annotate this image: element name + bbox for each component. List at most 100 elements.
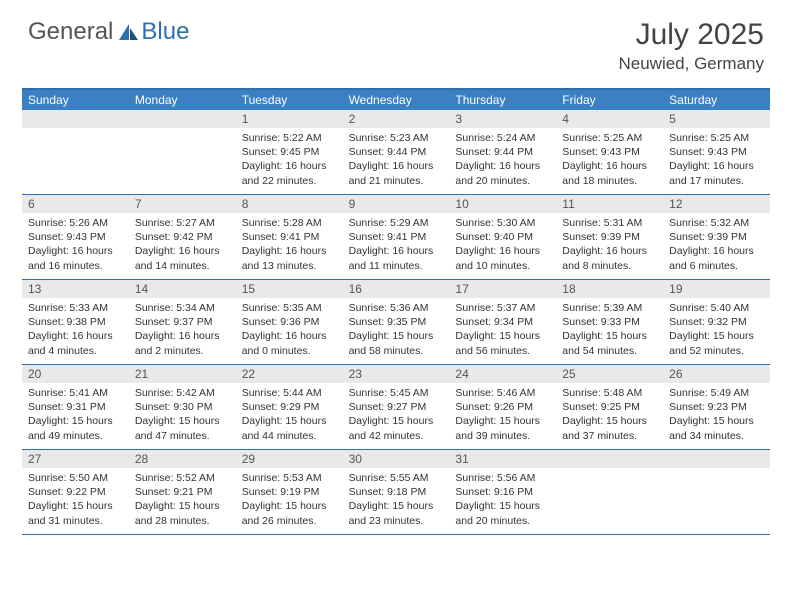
day-number: 5 <box>663 110 770 128</box>
logo-text-general: General <box>28 18 113 46</box>
day-number: 31 <box>449 450 556 468</box>
day-text: Sunrise: 5:26 AMSunset: 9:43 PMDaylight:… <box>22 213 129 277</box>
day-text: Sunrise: 5:35 AMSunset: 9:36 PMDaylight:… <box>236 298 343 362</box>
day-cell: 16Sunrise: 5:36 AMSunset: 9:35 PMDayligh… <box>343 280 450 364</box>
day-cell: 27Sunrise: 5:50 AMSunset: 9:22 PMDayligh… <box>22 450 129 534</box>
day-text: Sunrise: 5:25 AMSunset: 9:43 PMDaylight:… <box>556 128 663 192</box>
day-cell: 7Sunrise: 5:27 AMSunset: 9:42 PMDaylight… <box>129 195 236 279</box>
day-text: Sunrise: 5:46 AMSunset: 9:26 PMDaylight:… <box>449 383 556 447</box>
day-cell: 3Sunrise: 5:24 AMSunset: 9:44 PMDaylight… <box>449 110 556 194</box>
day-text: Sunrise: 5:27 AMSunset: 9:42 PMDaylight:… <box>129 213 236 277</box>
day-number: 3 <box>449 110 556 128</box>
day-number: 23 <box>343 365 450 383</box>
weekday-header: Friday <box>556 90 663 110</box>
day-cell <box>663 450 770 534</box>
day-text: Sunrise: 5:49 AMSunset: 9:23 PMDaylight:… <box>663 383 770 447</box>
day-number <box>663 450 770 468</box>
day-text: Sunrise: 5:41 AMSunset: 9:31 PMDaylight:… <box>22 383 129 447</box>
day-number: 30 <box>343 450 450 468</box>
day-number: 11 <box>556 195 663 213</box>
day-text: Sunrise: 5:45 AMSunset: 9:27 PMDaylight:… <box>343 383 450 447</box>
day-cell: 31Sunrise: 5:56 AMSunset: 9:16 PMDayligh… <box>449 450 556 534</box>
day-text: Sunrise: 5:29 AMSunset: 9:41 PMDaylight:… <box>343 213 450 277</box>
day-cell: 29Sunrise: 5:53 AMSunset: 9:19 PMDayligh… <box>236 450 343 534</box>
day-number: 28 <box>129 450 236 468</box>
day-cell <box>556 450 663 534</box>
day-cell: 5Sunrise: 5:25 AMSunset: 9:43 PMDaylight… <box>663 110 770 194</box>
day-cell: 22Sunrise: 5:44 AMSunset: 9:29 PMDayligh… <box>236 365 343 449</box>
day-text: Sunrise: 5:40 AMSunset: 9:32 PMDaylight:… <box>663 298 770 362</box>
day-number: 29 <box>236 450 343 468</box>
month-title: July 2025 <box>618 18 764 52</box>
day-number: 2 <box>343 110 450 128</box>
weekday-header: Thursday <box>449 90 556 110</box>
day-number: 8 <box>236 195 343 213</box>
day-number: 27 <box>22 450 129 468</box>
day-text: Sunrise: 5:23 AMSunset: 9:44 PMDaylight:… <box>343 128 450 192</box>
day-cell: 17Sunrise: 5:37 AMSunset: 9:34 PMDayligh… <box>449 280 556 364</box>
day-number: 6 <box>22 195 129 213</box>
week-row: 1Sunrise: 5:22 AMSunset: 9:45 PMDaylight… <box>22 110 770 195</box>
logo: General Blue <box>28 18 189 46</box>
day-text: Sunrise: 5:32 AMSunset: 9:39 PMDaylight:… <box>663 213 770 277</box>
day-cell: 2Sunrise: 5:23 AMSunset: 9:44 PMDaylight… <box>343 110 450 194</box>
day-number: 20 <box>22 365 129 383</box>
weekday-header: Tuesday <box>236 90 343 110</box>
day-number: 21 <box>129 365 236 383</box>
day-text: Sunrise: 5:36 AMSunset: 9:35 PMDaylight:… <box>343 298 450 362</box>
day-number: 18 <box>556 280 663 298</box>
day-text: Sunrise: 5:48 AMSunset: 9:25 PMDaylight:… <box>556 383 663 447</box>
header: General Blue July 2025 Neuwied, Germany <box>0 0 792 80</box>
day-number <box>556 450 663 468</box>
calendar: SundayMondayTuesdayWednesdayThursdayFrid… <box>22 88 770 535</box>
week-row: 20Sunrise: 5:41 AMSunset: 9:31 PMDayligh… <box>22 365 770 450</box>
day-number: 15 <box>236 280 343 298</box>
day-number: 7 <box>129 195 236 213</box>
day-cell: 4Sunrise: 5:25 AMSunset: 9:43 PMDaylight… <box>556 110 663 194</box>
day-number: 16 <box>343 280 450 298</box>
weekday-header: Wednesday <box>343 90 450 110</box>
day-number: 22 <box>236 365 343 383</box>
weekday-row: SundayMondayTuesdayWednesdayThursdayFrid… <box>22 90 770 110</box>
day-cell: 24Sunrise: 5:46 AMSunset: 9:26 PMDayligh… <box>449 365 556 449</box>
day-cell: 1Sunrise: 5:22 AMSunset: 9:45 PMDaylight… <box>236 110 343 194</box>
day-text: Sunrise: 5:39 AMSunset: 9:33 PMDaylight:… <box>556 298 663 362</box>
title-block: July 2025 Neuwied, Germany <box>618 18 764 74</box>
day-number <box>22 110 129 128</box>
day-number: 25 <box>556 365 663 383</box>
day-text: Sunrise: 5:31 AMSunset: 9:39 PMDaylight:… <box>556 213 663 277</box>
day-number: 10 <box>449 195 556 213</box>
day-cell: 15Sunrise: 5:35 AMSunset: 9:36 PMDayligh… <box>236 280 343 364</box>
day-cell: 12Sunrise: 5:32 AMSunset: 9:39 PMDayligh… <box>663 195 770 279</box>
weekday-header: Saturday <box>663 90 770 110</box>
day-cell: 30Sunrise: 5:55 AMSunset: 9:18 PMDayligh… <box>343 450 450 534</box>
day-number <box>129 110 236 128</box>
day-cell: 23Sunrise: 5:45 AMSunset: 9:27 PMDayligh… <box>343 365 450 449</box>
day-cell: 19Sunrise: 5:40 AMSunset: 9:32 PMDayligh… <box>663 280 770 364</box>
day-number: 19 <box>663 280 770 298</box>
day-text: Sunrise: 5:44 AMSunset: 9:29 PMDaylight:… <box>236 383 343 447</box>
day-cell: 25Sunrise: 5:48 AMSunset: 9:25 PMDayligh… <box>556 365 663 449</box>
logo-text-blue: Blue <box>141 18 189 46</box>
day-cell: 10Sunrise: 5:30 AMSunset: 9:40 PMDayligh… <box>449 195 556 279</box>
day-cell: 9Sunrise: 5:29 AMSunset: 9:41 PMDaylight… <box>343 195 450 279</box>
week-row: 6Sunrise: 5:26 AMSunset: 9:43 PMDaylight… <box>22 195 770 280</box>
week-row: 13Sunrise: 5:33 AMSunset: 9:38 PMDayligh… <box>22 280 770 365</box>
day-cell: 14Sunrise: 5:34 AMSunset: 9:37 PMDayligh… <box>129 280 236 364</box>
day-text: Sunrise: 5:28 AMSunset: 9:41 PMDaylight:… <box>236 213 343 277</box>
day-number: 13 <box>22 280 129 298</box>
day-cell: 18Sunrise: 5:39 AMSunset: 9:33 PMDayligh… <box>556 280 663 364</box>
day-number: 12 <box>663 195 770 213</box>
day-text: Sunrise: 5:52 AMSunset: 9:21 PMDaylight:… <box>129 468 236 532</box>
day-number: 26 <box>663 365 770 383</box>
day-text: Sunrise: 5:34 AMSunset: 9:37 PMDaylight:… <box>129 298 236 362</box>
day-text: Sunrise: 5:56 AMSunset: 9:16 PMDaylight:… <box>449 468 556 532</box>
day-number: 1 <box>236 110 343 128</box>
weekday-header: Sunday <box>22 90 129 110</box>
day-cell: 26Sunrise: 5:49 AMSunset: 9:23 PMDayligh… <box>663 365 770 449</box>
day-cell: 13Sunrise: 5:33 AMSunset: 9:38 PMDayligh… <box>22 280 129 364</box>
week-row: 27Sunrise: 5:50 AMSunset: 9:22 PMDayligh… <box>22 450 770 535</box>
day-cell: 21Sunrise: 5:42 AMSunset: 9:30 PMDayligh… <box>129 365 236 449</box>
day-text: Sunrise: 5:53 AMSunset: 9:19 PMDaylight:… <box>236 468 343 532</box>
day-cell: 11Sunrise: 5:31 AMSunset: 9:39 PMDayligh… <box>556 195 663 279</box>
